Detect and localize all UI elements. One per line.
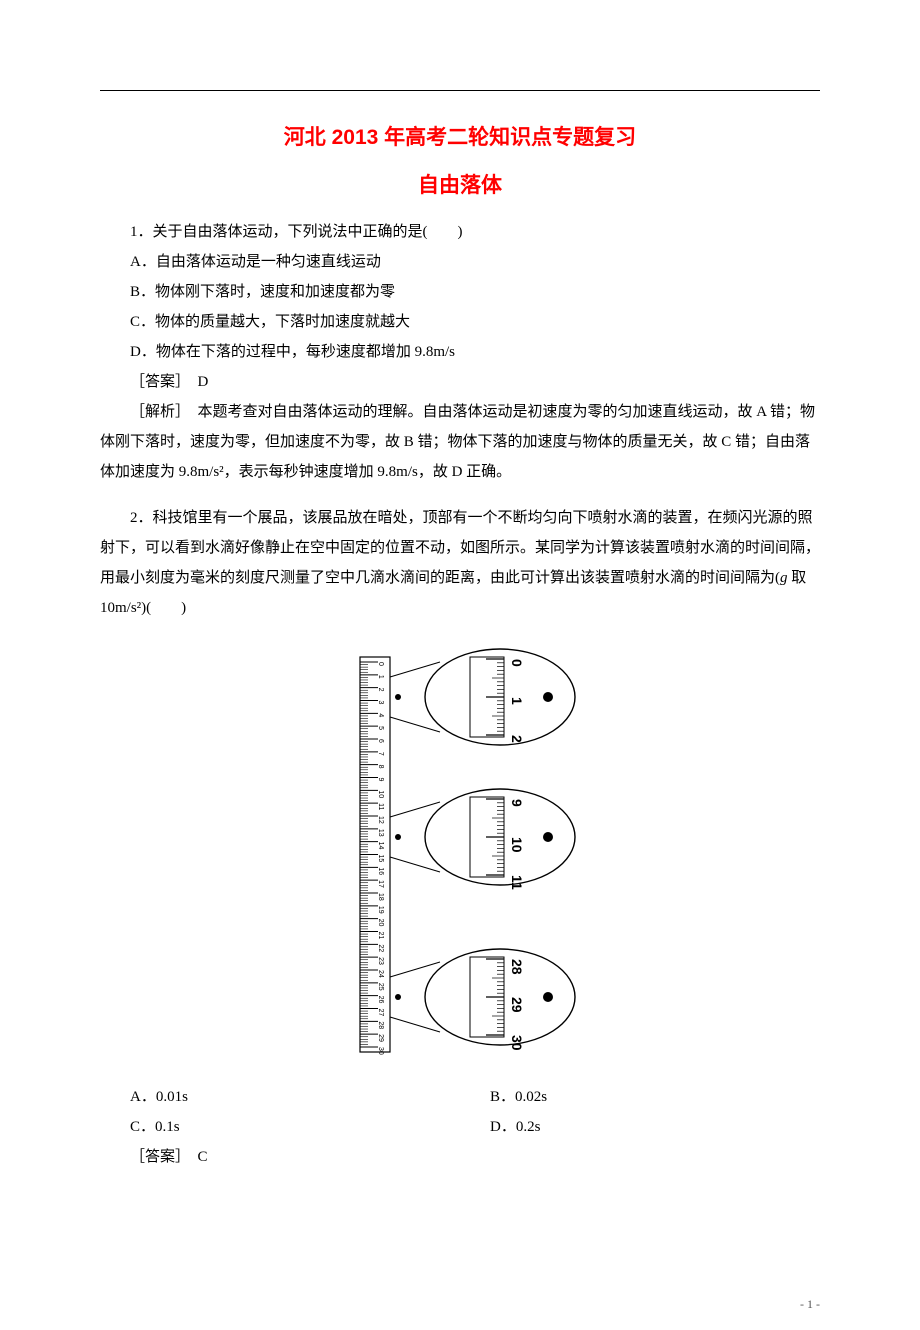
svg-text:10: 10 xyxy=(509,837,525,853)
svg-text:8: 8 xyxy=(377,765,384,769)
svg-text:23: 23 xyxy=(377,957,384,965)
q2-answer: ［答案］ C xyxy=(100,1142,820,1172)
q2-opt-a: A．0.01s xyxy=(100,1082,460,1112)
svg-text:13: 13 xyxy=(377,829,384,837)
q1-answer: ［答案］ D xyxy=(100,367,820,397)
svg-text:18: 18 xyxy=(377,893,384,901)
svg-text:30: 30 xyxy=(509,1035,525,1051)
svg-text:14: 14 xyxy=(377,842,384,850)
svg-text:11: 11 xyxy=(377,803,384,810)
svg-text:27: 27 xyxy=(377,1009,384,1017)
q1-opt-d: D．物体在下落的过程中，每秒速度都增加 9.8m/s xyxy=(100,337,820,367)
svg-text:3: 3 xyxy=(377,701,384,705)
svg-text:2: 2 xyxy=(377,688,384,692)
q2-g-symbol: g xyxy=(780,570,788,586)
q2-options-row2: C．0.1s D．0.2s xyxy=(100,1112,820,1142)
q2-opt-b: B．0.02s xyxy=(460,1082,820,1112)
magnifier-lenses: 01291011282930 xyxy=(390,649,575,1051)
svg-text:21: 21 xyxy=(377,932,384,940)
svg-text:6: 6 xyxy=(377,739,384,743)
svg-text:5: 5 xyxy=(377,726,384,730)
svg-text:16: 16 xyxy=(377,867,384,875)
svg-text:24: 24 xyxy=(377,970,384,978)
svg-text:29: 29 xyxy=(377,1034,384,1042)
q2-opt-c: C．0.1s xyxy=(100,1112,460,1142)
q2-opt-d: D．0.2s xyxy=(460,1112,820,1142)
svg-text:9: 9 xyxy=(377,778,384,782)
svg-text:15: 15 xyxy=(377,855,384,863)
svg-text:4: 4 xyxy=(377,713,384,717)
svg-text:9: 9 xyxy=(509,799,525,807)
svg-text:17: 17 xyxy=(377,880,384,888)
top-rule xyxy=(100,90,820,91)
svg-text:11: 11 xyxy=(509,875,525,890)
svg-text:28: 28 xyxy=(377,1021,384,1029)
svg-text:7: 7 xyxy=(377,752,384,756)
svg-text:28: 28 xyxy=(509,959,525,975)
svg-text:1: 1 xyxy=(377,675,384,679)
main-title: 河北 2013 年高考二轮知识点专题复习 xyxy=(100,121,820,151)
q1-opt-a: A．自由落体运动是一种匀速直线运动 xyxy=(100,247,820,277)
q2-stem: 2．科技馆里有一个展品，该展品放在暗处，顶部有一个不断均匀向下喷射水滴的装置，在… xyxy=(100,503,820,623)
svg-text:20: 20 xyxy=(377,919,384,927)
svg-text:25: 25 xyxy=(377,983,384,991)
q1-explain: ［解析］ 本题考查对自由落体运动的理解。自由落体运动是初速度为零的匀加速直线运动… xyxy=(100,397,820,487)
svg-text:0: 0 xyxy=(509,659,525,667)
q1-opt-b: B．物体刚下落时，速度和加速度都为零 xyxy=(100,277,820,307)
svg-text:19: 19 xyxy=(377,906,384,914)
svg-text:30: 30 xyxy=(377,1047,384,1055)
svg-text:1: 1 xyxy=(509,697,525,705)
svg-text:2: 2 xyxy=(509,735,525,743)
q1-opt-c: C．物体的质量越大，下落时加速度就越大 xyxy=(100,307,820,337)
q2-stem-a: 2．科技馆里有一个展品，该展品放在暗处，顶部有一个不断均匀向下喷射水滴的装置，在… xyxy=(100,510,820,586)
svg-text:12: 12 xyxy=(377,816,384,824)
q1-stem: 1．关于自由落体运动，下列说法中正确的是( ) xyxy=(100,217,820,247)
sub-title: 自由落体 xyxy=(100,169,820,199)
page-number: - 1 - xyxy=(800,1297,820,1312)
svg-text:22: 22 xyxy=(377,944,384,952)
svg-text:10: 10 xyxy=(377,790,384,798)
ruler-diagram: 0123456789101112131415161718192021222324… xyxy=(310,637,610,1067)
svg-text:26: 26 xyxy=(377,996,384,1004)
q2-figure: 0123456789101112131415161718192021222324… xyxy=(100,637,820,1072)
q2-options-row1: A．0.01s B．0.02s xyxy=(100,1082,820,1112)
svg-text:29: 29 xyxy=(509,997,525,1013)
svg-text:0: 0 xyxy=(377,662,384,666)
